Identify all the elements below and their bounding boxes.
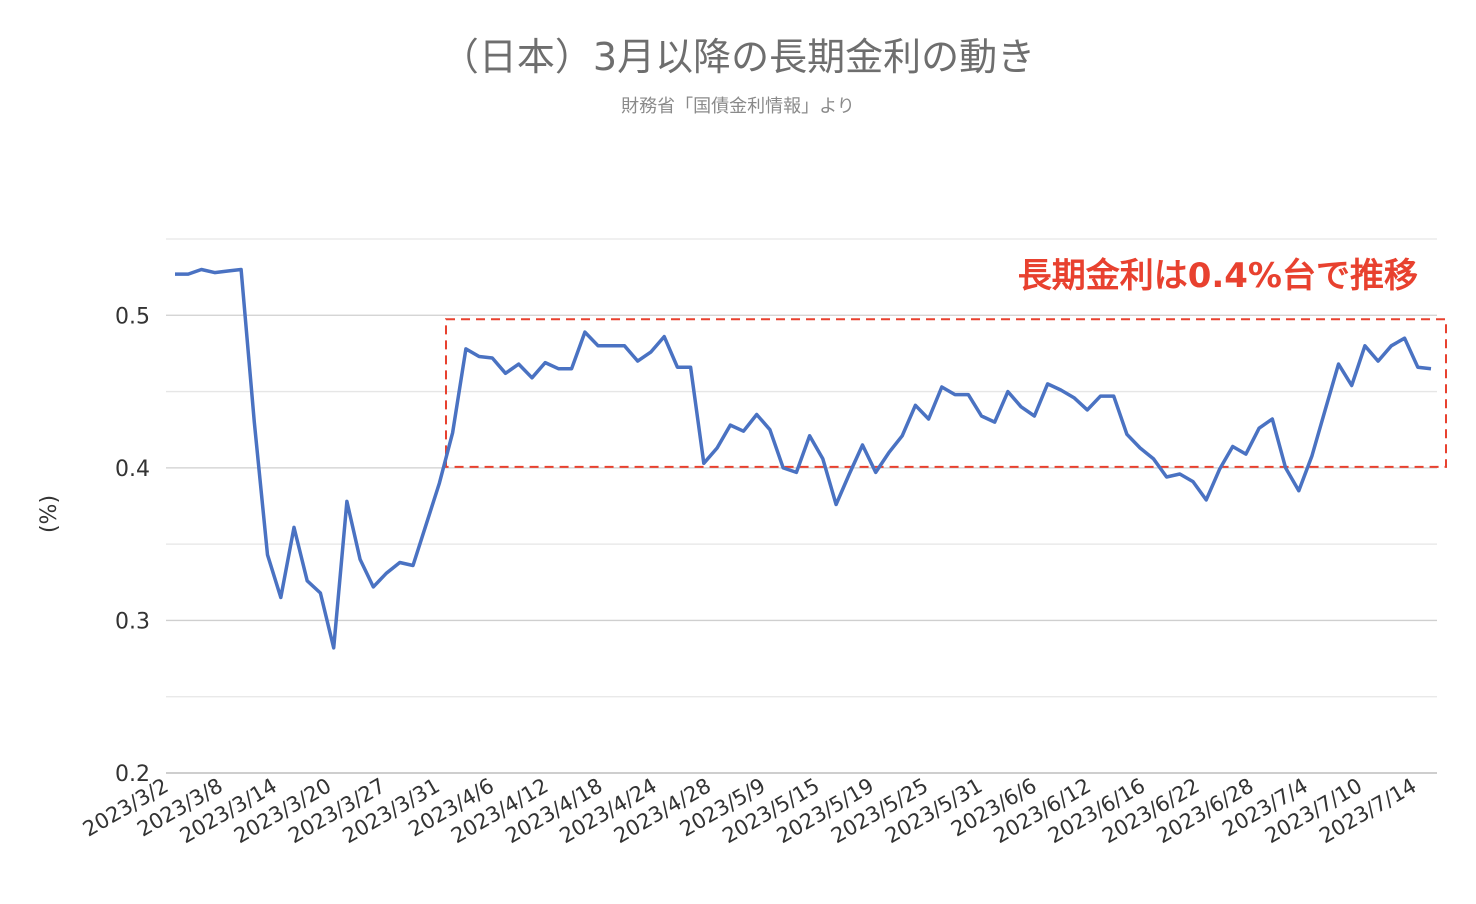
annotation: 長期金利は0.4%台で推移 [445, 256, 1447, 468]
annotation-text: 長期金利は0.4%台で推移 [1018, 256, 1418, 296]
y-tick-label: 0.4 [115, 457, 150, 482]
y-axis-ticks: 0.2 0.3 0.4 0.5 [115, 304, 150, 787]
series-line [175, 267, 1432, 650]
annotation-box [445, 318, 1447, 468]
gridlines [166, 238, 1437, 774]
series-group [175, 267, 1432, 650]
x-axis-ticks: 2023/3/22023/3/82023/3/142023/3/202023/3… [79, 774, 1421, 849]
y-tick-label: 0.2 [115, 762, 150, 787]
y-tick-label: 0.3 [115, 609, 150, 634]
y-tick-label: 0.5 [115, 304, 150, 329]
y-axis-label: (%) [37, 495, 62, 533]
chart-subtitle: 財務省「国債金利情報」より [621, 96, 855, 117]
chart-title: （日本）3月以降の長期金利の動き [441, 35, 1035, 79]
